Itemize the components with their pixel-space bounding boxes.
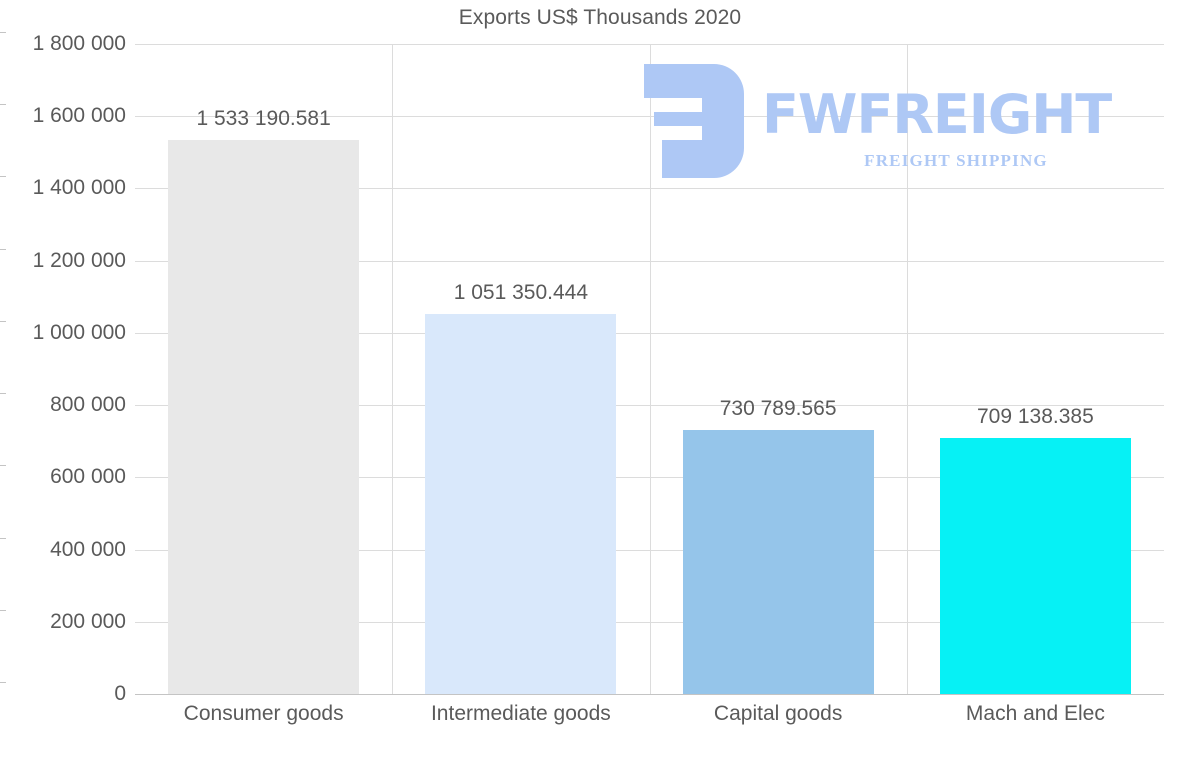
y-axis-tick-mark [0, 682, 6, 683]
y-axis-tick-label: 600 000 [0, 465, 126, 489]
bar-value-label: 1 533 190.581 [196, 107, 331, 131]
x-axis-tick-label: Intermediate goods [430, 702, 611, 725]
y-axis-tick-label: 800 000 [0, 393, 126, 417]
y-axis-tick-mark [0, 320, 6, 322]
y-axis-tick-mark [0, 104, 6, 106]
gridline-y-600000 [135, 477, 1164, 479]
bar-value-label: 1 051 350.444 [453, 281, 589, 305]
gridline-x-1 [392, 44, 393, 694]
x-axis-tick-label: Capital goods [713, 702, 843, 725]
y-axis-tick-mark [0, 393, 6, 395]
y-axis-tick-label: 1 600 000 [0, 104, 126, 128]
y-axis-tick-label: 400 000 [0, 537, 126, 562]
y-axis-tick-label: 1 800 000 [0, 32, 126, 56]
gridline-y-1400000 [135, 188, 1164, 190]
bar-value-label: 730 789.565 [719, 397, 837, 421]
gridline-x-3 [907, 44, 908, 694]
x-axis-tick-label: Consumer goods [183, 702, 344, 725]
y-axis-tick-mark [0, 32, 6, 33]
gridline-y-0 [135, 694, 1164, 695]
bar[interactable]: 1 051 350.444 [425, 281, 617, 694]
gridline-y-200000 [135, 621, 1164, 623]
y-axis-tick-label: 200 000 [0, 609, 126, 634]
y-axis-tick-label: 1 400 000 [0, 176, 126, 200]
gridline-y-1200000 [135, 260, 1164, 262]
y-axis-tick-mark [0, 609, 6, 611]
gridline-y-1800000 [135, 44, 1164, 45]
y-axis-tick-label: 1 200 000 [0, 248, 126, 273]
y-axis-tick-mark [0, 465, 6, 467]
plot-area: 1 533 190.581 1 051 350.444 730 789.565 709… [135, 44, 1164, 695]
gridline-x-2 [650, 44, 651, 694]
gridline-y-400000 [135, 549, 1164, 551]
y-axis-tick-label: 1 000 000 [0, 320, 126, 345]
bar[interactable]: 1 533 190.581 [168, 107, 360, 694]
gridline-y-1000000 [135, 332, 1164, 334]
bar-value-label: 709 138.385 [976, 404, 1094, 428]
chart-title: Exports US$ Thousands 2020 [458, 6, 742, 29]
bar[interactable]: 709 138.385 [939, 405, 1131, 694]
bar[interactable]: 730 789.565 [682, 397, 874, 694]
y-axis-tick-mark [0, 537, 6, 539]
y-axis-tick-mark [0, 248, 6, 250]
x-axis-tick-label: Mach and Elec [965, 702, 1105, 725]
y-axis-tick-mark [0, 176, 6, 178]
gridline-y-800000 [135, 405, 1164, 407]
y-axis-tick-label: 0 [0, 682, 126, 706]
